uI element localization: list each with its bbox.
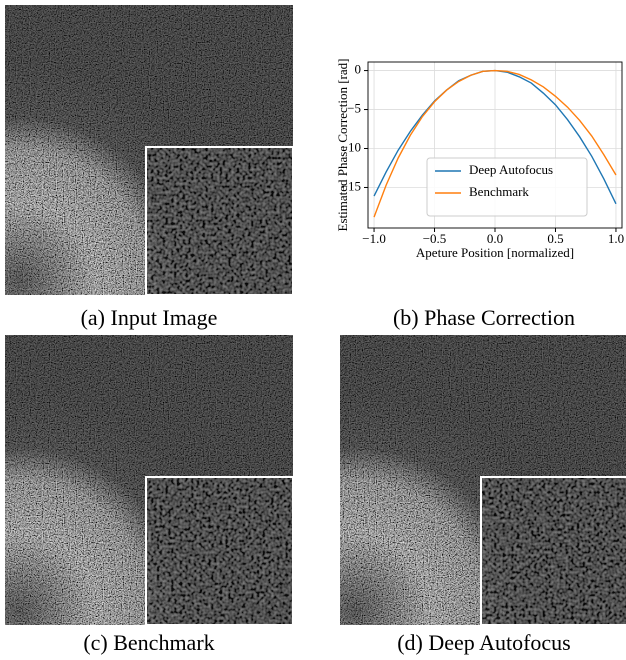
inset-dark <box>481 477 626 625</box>
sar-image <box>5 335 294 626</box>
y-tick-label: 0 <box>355 62 362 77</box>
inset-border <box>145 476 294 626</box>
sar-image <box>340 335 626 626</box>
x-axis-label: Apeture Position [normalized] <box>416 245 574 260</box>
inset-dark <box>146 477 293 625</box>
plot-frame <box>367 61 623 229</box>
x-tick-label: −1.0 <box>362 231 386 246</box>
y-tick-label: −10 <box>341 139 361 154</box>
y-tick-label: −5 <box>347 101 361 116</box>
caption: (c) Benchmark <box>83 630 214 655</box>
x-tick-label: 0.5 <box>547 231 563 246</box>
chart: −1.0 −0.5 0.0 0.5 1.0 0 −5 −10 −15 Apeture Positi… <box>335 59 624 260</box>
inset-noise <box>481 477 626 625</box>
series-line <box>373 69 617 218</box>
inset-border <box>145 146 294 296</box>
x-tick-label: −0.5 <box>423 231 447 246</box>
inset-noise <box>146 477 293 625</box>
legend-label: Deep Autofocus <box>469 162 553 177</box>
caption: (a) Input Image <box>81 305 218 330</box>
y-axis-label: Estimated Phase Correction [rad] <box>335 59 350 232</box>
legend: Deep Autofocus Benchmark <box>426 157 588 217</box>
inset-dark <box>146 147 293 295</box>
x-tick-label: 1.0 <box>608 231 624 246</box>
caption: (d) Deep Autofocus <box>397 630 571 655</box>
image-panels <box>5 5 626 626</box>
inset-border <box>480 476 626 626</box>
sar-image <box>5 5 294 296</box>
caption: (b) Phase Correction <box>393 305 575 330</box>
inset-noise <box>146 147 293 295</box>
y-tick-label: −15 <box>341 178 361 193</box>
x-tick-label: 0.0 <box>487 231 503 246</box>
legend-label: Benchmark <box>469 184 529 199</box>
legend-box <box>426 157 588 217</box>
